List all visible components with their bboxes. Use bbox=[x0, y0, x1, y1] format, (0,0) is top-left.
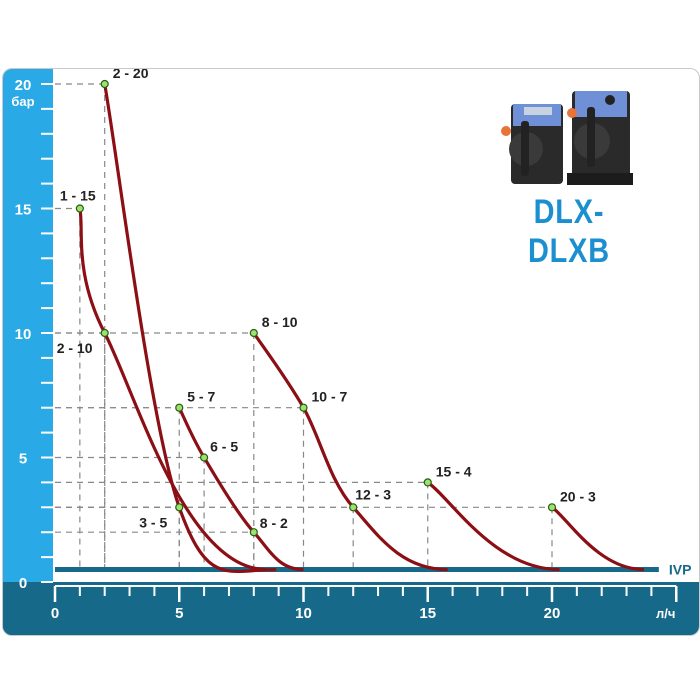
curve-5 bbox=[551, 505, 644, 572]
data-label: 8 - 10 bbox=[262, 314, 298, 330]
curve-2 bbox=[177, 406, 304, 572]
data-label: 20 - 3 bbox=[560, 488, 596, 504]
curve-1 bbox=[103, 83, 277, 574]
y-axis-band bbox=[3, 69, 53, 635]
data-label: 3 - 5 bbox=[139, 514, 167, 530]
data-point bbox=[175, 403, 184, 412]
data-label: 8 - 2 bbox=[260, 515, 288, 531]
data-label: 2 - 20 bbox=[113, 69, 149, 81]
data-point bbox=[75, 204, 84, 213]
data-point bbox=[200, 453, 209, 462]
data-point bbox=[349, 503, 358, 512]
x-axis-band bbox=[3, 582, 699, 635]
curve-3 bbox=[252, 332, 448, 572]
chart-frame: 0 5 10 15 20 бар 0 5 10 15 20 л/ч IVP 1 - 15 2 - 10 2 -… bbox=[2, 68, 700, 636]
curve-0 bbox=[78, 208, 267, 572]
data-point bbox=[299, 403, 308, 412]
data-point bbox=[249, 328, 258, 338]
data-point bbox=[547, 503, 557, 512]
y-tick-label: 10 bbox=[15, 326, 32, 343]
x-tick-label: 20 bbox=[544, 605, 561, 622]
x-tick-label: 15 bbox=[419, 605, 436, 622]
data-label: 15 - 4 bbox=[436, 463, 472, 479]
data-label: 5 - 7 bbox=[187, 389, 215, 405]
curve-4 bbox=[426, 481, 560, 572]
data-point bbox=[100, 79, 109, 89]
x-tick-label: 0 bbox=[51, 605, 59, 622]
y-tick-label: 15 bbox=[15, 202, 32, 219]
y-tick-label: 0 bbox=[19, 575, 27, 592]
x-tick-label: 5 bbox=[175, 605, 183, 622]
y-tick-label: 20 bbox=[15, 77, 32, 94]
x-axis-label: л/ч bbox=[656, 606, 675, 621]
data-point bbox=[423, 478, 432, 487]
y-axis-label: бар bbox=[11, 94, 34, 109]
pump-image bbox=[501, 91, 633, 185]
data-point bbox=[175, 503, 184, 512]
brand-title: DLX-DLXB bbox=[527, 193, 611, 270]
y-tick-label: 5 bbox=[19, 451, 27, 468]
data-point bbox=[100, 328, 109, 338]
data-label: 6 - 5 bbox=[210, 439, 238, 455]
data-label: 1 - 15 bbox=[60, 188, 96, 204]
x-tick-label: 10 bbox=[295, 605, 312, 622]
data-label: 2 - 10 bbox=[57, 340, 93, 356]
data-point bbox=[249, 528, 258, 537]
ivp-label: IVP bbox=[669, 562, 692, 578]
data-label: 10 - 7 bbox=[312, 389, 348, 405]
axis-corner bbox=[3, 582, 53, 635]
data-label: 12 - 3 bbox=[355, 486, 391, 502]
